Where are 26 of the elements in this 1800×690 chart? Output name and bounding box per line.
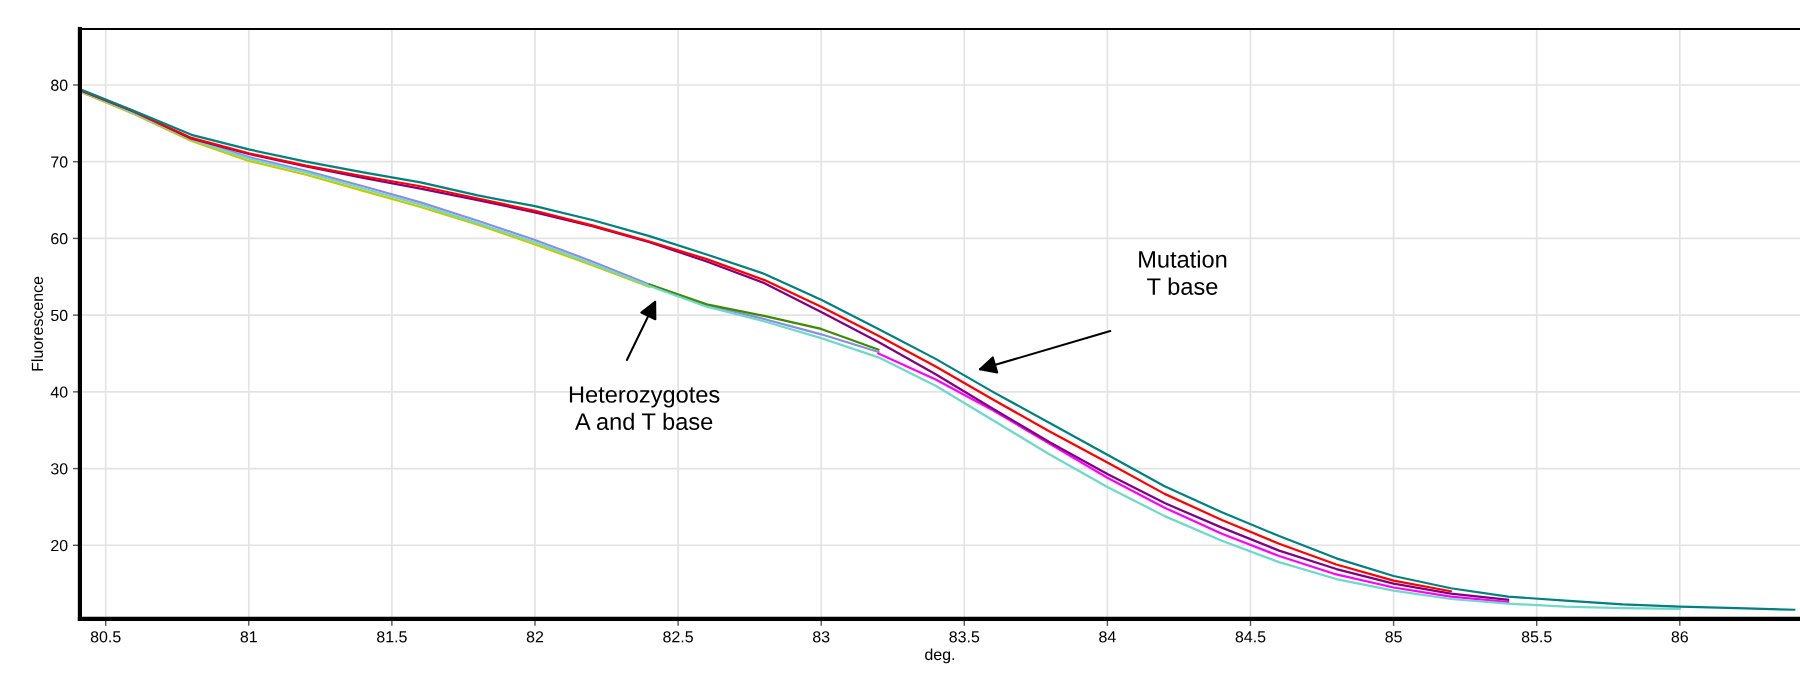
x-tick-label: 83.5: [949, 631, 980, 643]
line-series: [81, 91, 651, 288]
x-tick-label: 85.5: [1521, 631, 1552, 643]
annotation: Heterozygotes A and T base: [569, 386, 720, 430]
x-tick-label: 81.5: [377, 631, 407, 643]
x-axis-title: deg.: [925, 648, 955, 664]
x-tick-label: 82.5: [663, 631, 693, 643]
y-tick-label: 60: [51, 233, 68, 245]
y-tick-label: 40: [50, 386, 68, 398]
x-tick-label: 81: [240, 631, 257, 643]
line-series: [877, 352, 1510, 604]
annotation: Mutation T base: [1139, 250, 1227, 295]
y-tick-label: 50: [50, 309, 68, 322]
x-tick-label: 80.5: [90, 631, 121, 643]
x-tick-label: 84: [1099, 631, 1116, 643]
y-axis-title: Fluorescence: [31, 276, 44, 371]
x-tick-label: 82: [526, 631, 544, 643]
y-tick-label: 30: [50, 463, 68, 475]
y-tick-label: 20: [51, 539, 68, 552]
x-tick-label: 85: [1385, 631, 1402, 643]
line-series: [648, 283, 880, 351]
x-tick-label: 84.5: [1235, 631, 1266, 643]
y-tick-label: 70: [51, 156, 68, 168]
x-tick-label: 83: [813, 631, 830, 643]
y-tick-label: 80: [51, 79, 68, 91]
x-tick-label: 86: [1671, 631, 1688, 643]
